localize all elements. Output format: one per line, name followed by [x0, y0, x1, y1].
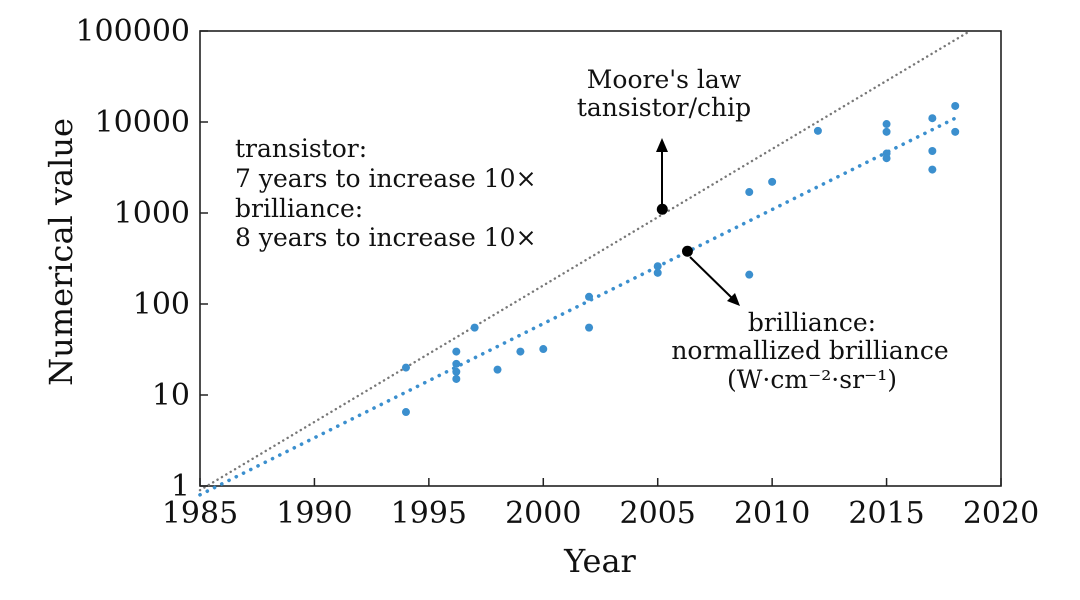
data-point — [951, 127, 960, 136]
rate-line1: transistor: — [235, 134, 367, 163]
y-tick-label: 1000 — [114, 196, 190, 231]
brilliance-label-line3: (W·cm⁻²·sr⁻¹) — [727, 365, 897, 394]
data-point — [470, 323, 479, 332]
brilliance-label-line2: normallized brilliance — [671, 336, 948, 365]
rate-annotation: transistor: 7 years to increase 10× bril… — [235, 134, 537, 252]
x-axis-title: Year — [563, 542, 636, 580]
data-point — [452, 367, 461, 376]
data-point — [951, 101, 960, 110]
data-point — [882, 154, 891, 163]
moores-law-annotation: Moore's law tansistor/chip — [577, 65, 751, 215]
data-point — [882, 120, 891, 129]
brilliance-points — [401, 101, 960, 417]
x-tick-label: 2015 — [848, 496, 924, 531]
data-point — [813, 126, 822, 135]
x-tick-label: 2000 — [505, 496, 581, 531]
brilliance-trend-line — [198, 116, 958, 497]
moores-law-line — [198, 31, 968, 492]
rate-line3: brilliance: — [235, 194, 363, 223]
brilliance-marker — [681, 245, 693, 257]
x-tick-label: 2010 — [734, 496, 810, 531]
data-point — [539, 345, 548, 354]
data-point — [882, 127, 891, 136]
brilliance-annotation: brilliance: normallized brilliance (W·cm… — [671, 245, 949, 394]
rate-line4: 8 years to increase 10× — [235, 223, 537, 252]
data-point — [745, 270, 754, 279]
moores-law-marker — [656, 203, 668, 215]
x-tick-label: 1995 — [391, 496, 467, 531]
data-point — [928, 165, 937, 174]
data-point — [401, 408, 410, 417]
y-tick-label: 1 — [171, 469, 190, 504]
y-tick-label: 10000 — [95, 105, 190, 140]
brilliance-arrow — [689, 256, 733, 299]
data-point — [516, 347, 525, 356]
x-tick-label: 2005 — [620, 496, 696, 531]
y-axis-ticks: 1 10 100 1000 10000 100000 — [75, 14, 208, 504]
plot-frame — [199, 30, 1002, 487]
moores-law-label-line2: tansistor/chip — [577, 93, 751, 122]
y-tick-label: 100 — [133, 287, 190, 322]
y-tick-label: 100000 — [75, 14, 190, 49]
x-tick-label: 1990 — [276, 496, 352, 531]
data-point — [745, 188, 754, 197]
data-point — [653, 262, 662, 271]
data-point — [653, 268, 662, 277]
rate-line2: 7 years to increase 10× — [235, 164, 537, 193]
data-point — [452, 359, 461, 368]
moores-law-arrowhead — [656, 138, 668, 152]
fit-lines — [198, 31, 968, 497]
data-point — [585, 292, 594, 301]
x-axis-ticks: 1985 1990 1995 2000 2005 2010 2015 2020 — [162, 478, 1039, 531]
data-point — [928, 147, 937, 156]
y-tick-label: 10 — [152, 378, 190, 413]
brilliance-label-line1: brilliance: — [748, 308, 876, 337]
x-tick-label: 2020 — [963, 496, 1039, 531]
data-point — [452, 374, 461, 383]
data-point — [768, 177, 777, 186]
data-point — [452, 347, 461, 356]
x-tick-label: 1985 — [162, 496, 238, 531]
y-axis-title: Numerical value — [42, 118, 80, 386]
data-point — [493, 365, 502, 374]
data-point — [928, 114, 937, 123]
data-point — [585, 323, 594, 332]
brilliance-arrowhead — [727, 293, 740, 306]
data-point — [401, 363, 410, 372]
moores-law-label-line1: Moore's law — [587, 65, 742, 94]
